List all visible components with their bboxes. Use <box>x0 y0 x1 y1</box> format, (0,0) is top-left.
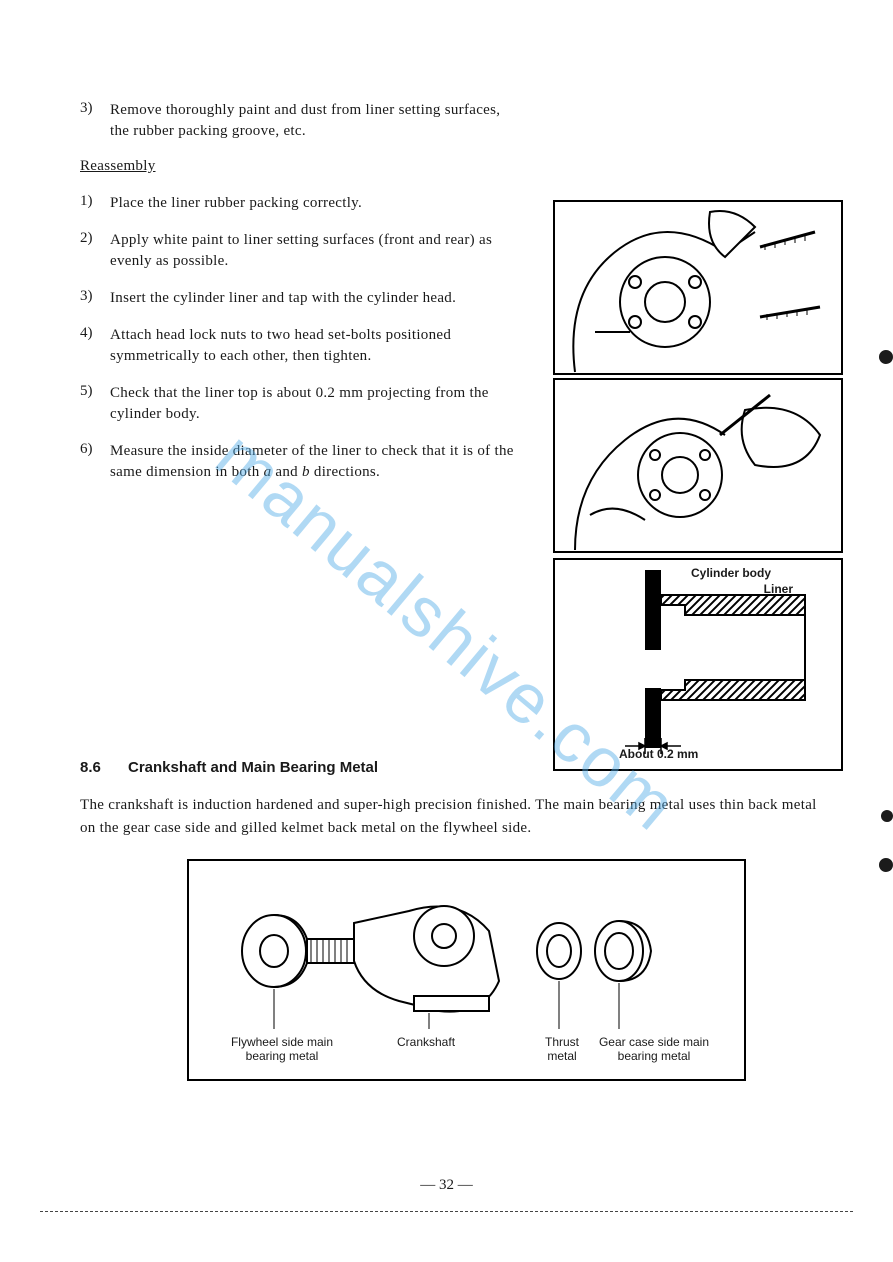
figure-panel-1 <box>553 200 843 375</box>
label-cylinder-body: Cylinder body <box>691 566 771 580</box>
list-item: 5) Check that the liner top is about 0.2… <box>80 383 520 425</box>
list-number: 3) <box>80 100 110 142</box>
list-item: 3) Insert the cylinder liner and tap wit… <box>80 288 520 309</box>
list-text: Insert the cylinder liner and tap with t… <box>110 288 456 309</box>
page-number: — 32 — <box>0 1177 893 1194</box>
list-text: Check that the liner top is about 0.2 mm… <box>110 383 520 425</box>
scan-artifact-dot <box>879 858 893 872</box>
list-text: Apply white paint to liner setting surfa… <box>110 230 520 272</box>
figure-panel-3-liner-diagram: Cylinder body Liner About 0.2 mm <box>553 558 843 771</box>
list-item: 1) Place the liner rubber packing correc… <box>80 193 520 214</box>
section-body-paragraph: The crankshaft is induction hardened and… <box>80 794 820 841</box>
figure-crankshaft-assembly: Flywheel side main bearing metal Cranksh… <box>187 859 746 1081</box>
scan-artifact-dot <box>879 350 893 364</box>
list-number: 2) <box>80 230 110 272</box>
figure-panel-2 <box>553 378 843 553</box>
label-thrust-metal: Thrust metal <box>537 1035 587 1063</box>
list-item: 2) Apply white paint to liner setting su… <box>80 230 520 272</box>
intro-step-list: 3) Remove thoroughly paint and dust from… <box>80 100 853 142</box>
section-number: 8.6 <box>80 759 128 776</box>
list-item: 3) Remove thoroughly paint and dust from… <box>80 100 520 142</box>
label-crankshaft: Crankshaft <box>397 1035 455 1049</box>
list-text: Attach head lock nuts to two head set-bo… <box>110 325 520 367</box>
label-about-02mm: About 0.2 mm <box>619 747 698 761</box>
list-number: 4) <box>80 325 110 367</box>
list-item: 6) Measure the inside diameter of the li… <box>80 441 520 483</box>
label-gearcase-side: Gear case side main bearing metal <box>589 1035 719 1063</box>
label-flywheel-side: Flywheel side main bearing metal <box>227 1035 337 1063</box>
page-bottom-rule <box>40 1211 853 1212</box>
list-number: 6) <box>80 441 110 483</box>
list-number: 1) <box>80 193 110 214</box>
scan-artifact-dot <box>881 810 893 822</box>
list-number: 3) <box>80 288 110 309</box>
list-text: Place the liner rubber packing correctly… <box>110 193 362 214</box>
list-text: Measure the inside diameter of the liner… <box>110 441 520 483</box>
section-title: Crankshaft and Main Bearing Metal <box>128 759 378 776</box>
section-subhead-reassembly: Reassembly <box>80 158 853 175</box>
list-number: 5) <box>80 383 110 425</box>
list-text: Remove thoroughly paint and dust from li… <box>110 100 520 142</box>
list-item: 4) Attach head lock nuts to two head set… <box>80 325 520 367</box>
label-liner: Liner <box>764 582 793 596</box>
